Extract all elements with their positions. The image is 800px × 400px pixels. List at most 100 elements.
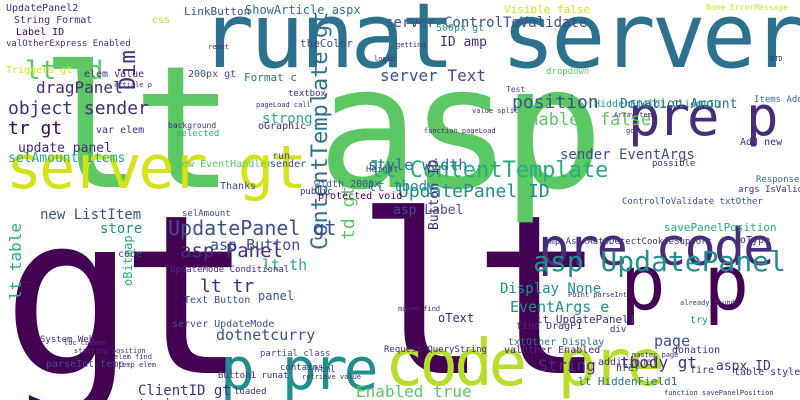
word: new ListItem bbox=[40, 207, 142, 223]
word: UpdatePanel ID bbox=[398, 181, 550, 202]
word: lt asp bbox=[40, 30, 604, 228]
word: run bbox=[272, 151, 291, 162]
word: pre code bbox=[538, 218, 774, 278]
word: strong bbox=[262, 111, 313, 127]
word: oType bbox=[740, 235, 771, 246]
word: server ControlToValidate bbox=[385, 15, 588, 31]
word: try bbox=[690, 315, 709, 326]
word: reset bbox=[208, 43, 230, 51]
word: html bbox=[314, 365, 336, 375]
word: amp AspxAutoDetectCookieSupport bbox=[544, 237, 712, 247]
word: fire bbox=[690, 365, 715, 376]
word: find DragP1 bbox=[516, 321, 583, 332]
word: UpdatePanel gt bbox=[168, 216, 337, 240]
word: contains bbox=[280, 363, 324, 373]
word: public bbox=[300, 187, 333, 197]
word: Label ID bbox=[16, 27, 65, 38]
word: dotnetcurry bbox=[216, 326, 316, 344]
word: ClientID gt bbox=[138, 383, 231, 399]
word: function savePanelPosition bbox=[664, 389, 774, 397]
word: sender bbox=[270, 159, 307, 170]
word: getting bbox=[396, 41, 426, 49]
word: String Format bbox=[14, 15, 93, 26]
word: sender EventArgs bbox=[560, 147, 695, 163]
word: 500px gt bbox=[436, 23, 485, 34]
word: Array temp bbox=[614, 111, 657, 119]
word: object sender bbox=[8, 98, 149, 119]
word: lt tbody bbox=[368, 179, 436, 195]
word: Format c bbox=[244, 71, 297, 84]
word: UpdateMode Conditional bbox=[170, 265, 290, 275]
word: oBitmap bbox=[121, 235, 135, 286]
word: oGraphic bbox=[258, 121, 307, 132]
word: Donation Amount bbox=[620, 97, 738, 112]
word: additional bbox=[598, 357, 659, 368]
word: function pageLoad bbox=[424, 127, 496, 135]
word: None ErrorMessage bbox=[706, 3, 788, 12]
word: selAmount Items bbox=[8, 151, 126, 166]
word: Request QueryString bbox=[384, 345, 487, 355]
word: lt ContentTemplate bbox=[370, 158, 609, 183]
word: val0ther Enabled bbox=[504, 345, 601, 356]
word: got bbox=[626, 127, 639, 135]
word: loaded bbox=[234, 387, 267, 397]
word: moved find bbox=[398, 305, 441, 313]
word: update panel bbox=[18, 141, 112, 156]
word: protected void bbox=[318, 191, 403, 202]
word: possible bbox=[652, 159, 696, 169]
word: store bbox=[100, 221, 143, 237]
word: Enabled true bbox=[356, 382, 472, 400]
word: var elem bbox=[96, 125, 145, 136]
word: p p bbox=[620, 238, 749, 327]
word: LinkButton bbox=[184, 5, 251, 18]
word: value split bbox=[472, 107, 519, 115]
word: args IsValid bbox=[738, 185, 800, 195]
word: css bbox=[152, 15, 171, 26]
word: lt table bbox=[6, 222, 25, 300]
word: retrieve value bbox=[302, 373, 362, 381]
word: code pre bbox=[385, 327, 665, 400]
word: asp Button bbox=[210, 236, 301, 254]
word: Enabled false bbox=[518, 110, 652, 130]
word: lt UpdatePanel1 bbox=[536, 313, 636, 326]
word: login bbox=[374, 55, 396, 63]
word: selected bbox=[176, 129, 220, 139]
word: article p bbox=[114, 81, 152, 89]
word: theColor bbox=[300, 37, 353, 50]
word: EventArgs e bbox=[510, 298, 610, 316]
word: UpdatePanel2 bbox=[6, 3, 79, 14]
word: style width bbox=[368, 156, 468, 174]
word: Button1 runat bbox=[218, 371, 289, 381]
word: dragPanel bbox=[36, 78, 123, 97]
word: server UpdateMode bbox=[172, 319, 275, 330]
word: Add new bbox=[740, 137, 783, 148]
word: System Web bbox=[40, 335, 95, 345]
word: href bbox=[616, 363, 641, 374]
word: already found bbox=[680, 299, 735, 307]
word: lt HiddenField1 bbox=[578, 375, 678, 388]
word: String bbox=[538, 356, 596, 375]
word: savePanelPosition bbox=[664, 221, 777, 234]
word: dropdown bbox=[546, 67, 590, 77]
word: asp Label bbox=[393, 203, 464, 218]
word: ShowArticle aspx bbox=[245, 3, 361, 17]
word: master page bbox=[632, 351, 679, 359]
word: Thanks bbox=[220, 181, 257, 192]
word: Point parseInt bbox=[568, 291, 628, 299]
word: asp Panel bbox=[180, 240, 283, 262]
word: aspx ID bbox=[716, 359, 771, 374]
word: DTD bbox=[770, 55, 783, 63]
word: asp UpdatePanel bbox=[533, 245, 786, 278]
word: tr gt bbox=[8, 118, 63, 139]
word: panel bbox=[258, 289, 295, 303]
word: lt th bbox=[262, 256, 308, 274]
word: lt td bbox=[25, 56, 104, 86]
word: oText bbox=[438, 311, 475, 325]
word: table style bbox=[734, 367, 800, 378]
word: lt tr bbox=[200, 276, 255, 297]
word: position bbox=[512, 92, 599, 113]
word: Button ID bbox=[427, 159, 442, 230]
word: div bbox=[610, 325, 627, 335]
word: p pre bbox=[220, 335, 379, 400]
